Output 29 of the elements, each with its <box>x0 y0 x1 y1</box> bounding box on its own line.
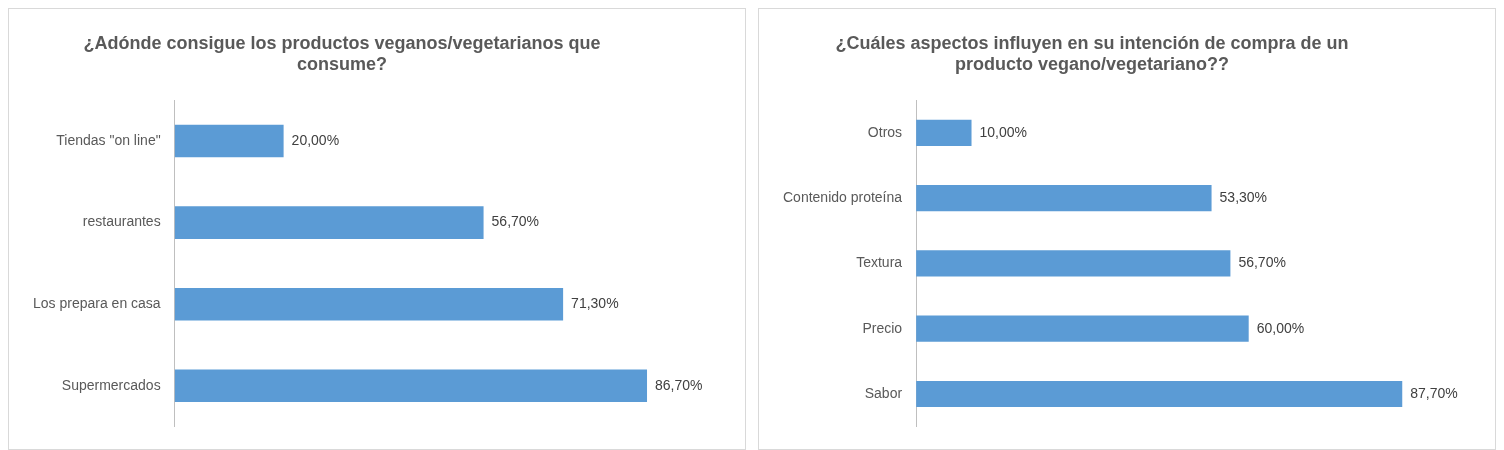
chart-title: ¿Adónde consigue los productos veganos/vegetarianos que consume? <box>83 32 601 75</box>
bar <box>916 185 1212 212</box>
y-tick-label: Tiendas "on line" <box>56 131 161 148</box>
chart-title: ¿Cuáles aspectos influyen en su intención de compra de un producto vegano/vegetariano?? <box>835 32 1349 75</box>
data-label: 56,70% <box>491 213 540 230</box>
data-label: 20,00% <box>291 131 340 148</box>
y-tick-label: Supermercados <box>61 376 161 393</box>
y-tick-label: Textura <box>856 254 903 271</box>
bar <box>174 206 484 239</box>
data-label: 71,30% <box>571 295 619 312</box>
data-label: 86,70% <box>655 376 703 393</box>
data-label: 53,30% <box>1219 188 1268 205</box>
data-label: 87,70% <box>1410 384 1458 401</box>
data-label: 10,00% <box>979 123 1028 140</box>
bar <box>916 119 972 146</box>
bar <box>916 380 1403 408</box>
y-tick-label: Otros <box>867 123 903 140</box>
bar <box>916 315 1249 342</box>
y-tick-label: Precio <box>862 319 903 336</box>
bar <box>174 287 564 321</box>
bar <box>174 124 284 158</box>
y-tick-label: Los prepara en casa <box>33 295 161 312</box>
bar <box>174 369 648 403</box>
y-tick-label: Sabor <box>864 384 903 401</box>
y-tick-label: Contenido proteína <box>783 188 903 205</box>
data-label: 60,00% <box>1256 319 1305 336</box>
y-tick-label: restaurantes <box>82 213 161 230</box>
bar <box>916 250 1231 277</box>
data-label: 56,70% <box>1238 254 1286 271</box>
